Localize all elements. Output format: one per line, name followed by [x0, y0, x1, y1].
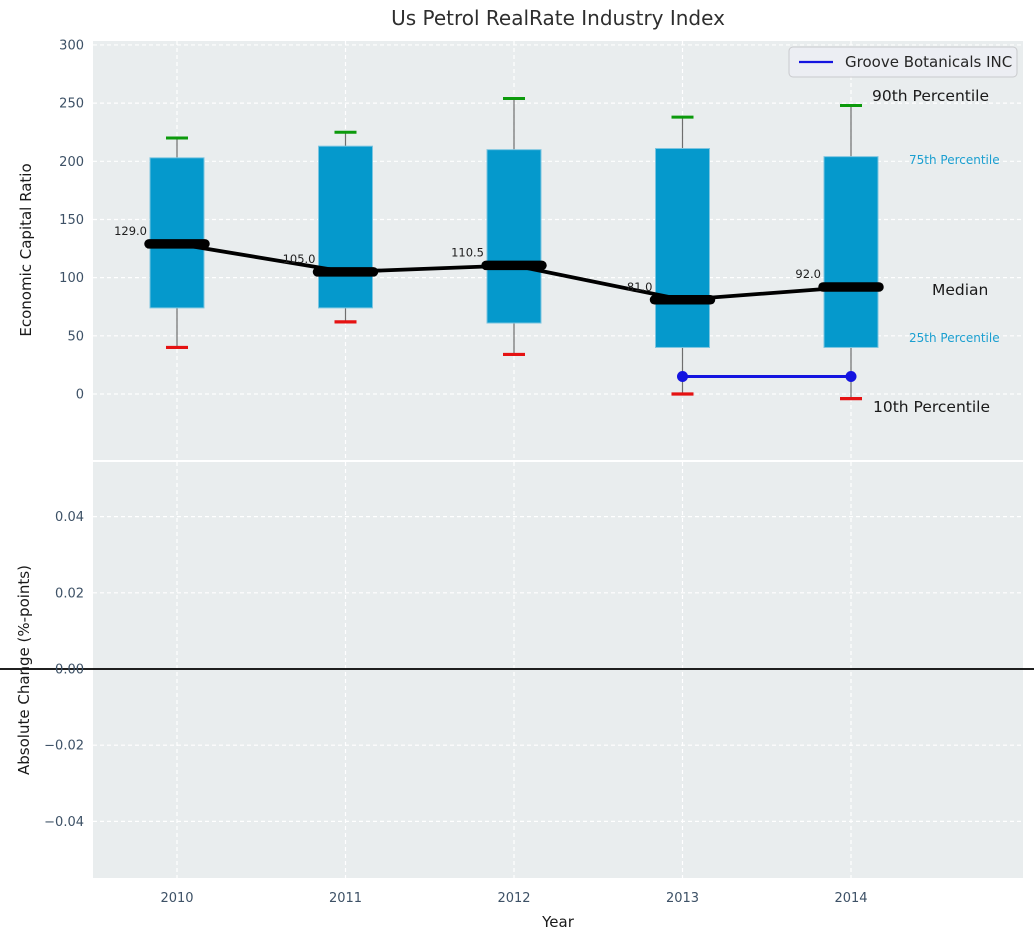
x-tick-label: 2013	[666, 891, 699, 906]
right-label-75th-percentile: 75th Percentile	[909, 153, 1000, 167]
y-tick-label-top: 250	[59, 97, 84, 112]
company-point	[677, 371, 688, 383]
median-value-label: 110.5	[451, 245, 484, 259]
y-tick-label-top: 200	[59, 155, 84, 170]
x-axis-label: Year	[541, 913, 575, 931]
y-axis-label-bottom: Absolute Change (%-points)	[15, 565, 33, 775]
y-tick-label-top: 0	[76, 388, 84, 403]
y-tick-label-bottom: 0.02	[55, 586, 84, 601]
right-label-25th-percentile: 25th Percentile	[909, 331, 1000, 345]
x-tick-label: 2011	[329, 891, 362, 906]
x-tick-label: 2012	[497, 891, 530, 906]
median-value-label: 129.0	[114, 224, 147, 238]
legend-label: Groove Botanicals INC	[845, 53, 1012, 71]
plot-bg-bottom	[93, 462, 1023, 878]
x-tick-label: 2010	[160, 891, 193, 906]
median-value-label: 92.0	[795, 267, 821, 281]
right-label-10th-percentile: 10th Percentile	[873, 398, 990, 416]
median-value-label: 105.0	[283, 252, 316, 266]
y-tick-label-bottom: 0.04	[55, 510, 84, 525]
y-tick-label-top: 300	[59, 38, 84, 53]
iqr-bar	[149, 157, 205, 309]
company-point	[845, 371, 857, 383]
iqr-bar	[823, 156, 879, 348]
y-tick-label-top: 150	[59, 213, 84, 228]
right-label-90th-percentile: 90th Percentile	[872, 87, 989, 105]
y-tick-label-bottom: 0.00	[55, 663, 84, 678]
y-tick-label-top: 50	[67, 329, 84, 344]
y-tick-label-top: 100	[59, 271, 84, 286]
y-axis-label-top: Economic Capital Ratio	[17, 163, 35, 336]
iqr-bar	[655, 148, 710, 348]
median-value-label: 81.0	[627, 280, 653, 294]
iqr-bar	[318, 145, 373, 309]
chart-title: Us Petrol RealRate Industry Index	[391, 6, 725, 30]
legend-box	[788, 46, 1018, 78]
right-label-median: Median	[932, 281, 988, 299]
y-tick-label-bottom: −0.04	[44, 815, 84, 830]
y-tick-label-bottom: −0.02	[44, 739, 84, 754]
x-tick-label: 2014	[834, 891, 867, 906]
iqr-bar	[486, 149, 542, 324]
